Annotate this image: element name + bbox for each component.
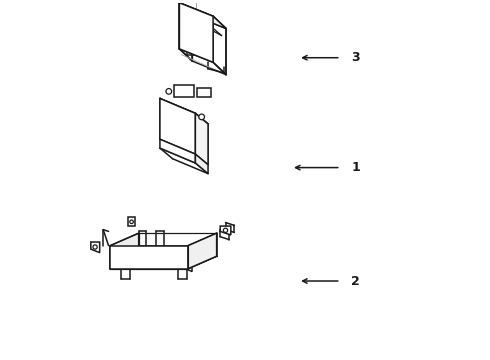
Polygon shape — [160, 99, 196, 154]
Circle shape — [166, 89, 172, 94]
Circle shape — [223, 228, 228, 233]
Polygon shape — [220, 226, 231, 235]
Polygon shape — [213, 16, 226, 75]
Polygon shape — [110, 256, 217, 269]
Circle shape — [130, 220, 133, 224]
Polygon shape — [160, 99, 208, 124]
Text: 1: 1 — [351, 161, 360, 174]
Circle shape — [199, 114, 204, 120]
Text: 3: 3 — [351, 51, 360, 64]
Circle shape — [93, 245, 97, 249]
Polygon shape — [91, 242, 99, 253]
Polygon shape — [196, 113, 208, 165]
Polygon shape — [160, 139, 196, 163]
Polygon shape — [128, 217, 135, 226]
Polygon shape — [179, 3, 213, 62]
Polygon shape — [179, 3, 193, 61]
Text: 2: 2 — [351, 275, 360, 288]
Polygon shape — [196, 154, 208, 174]
Polygon shape — [110, 246, 188, 269]
Polygon shape — [110, 233, 139, 269]
Polygon shape — [197, 88, 211, 97]
Polygon shape — [188, 233, 217, 269]
Polygon shape — [179, 3, 226, 28]
Polygon shape — [174, 85, 194, 97]
